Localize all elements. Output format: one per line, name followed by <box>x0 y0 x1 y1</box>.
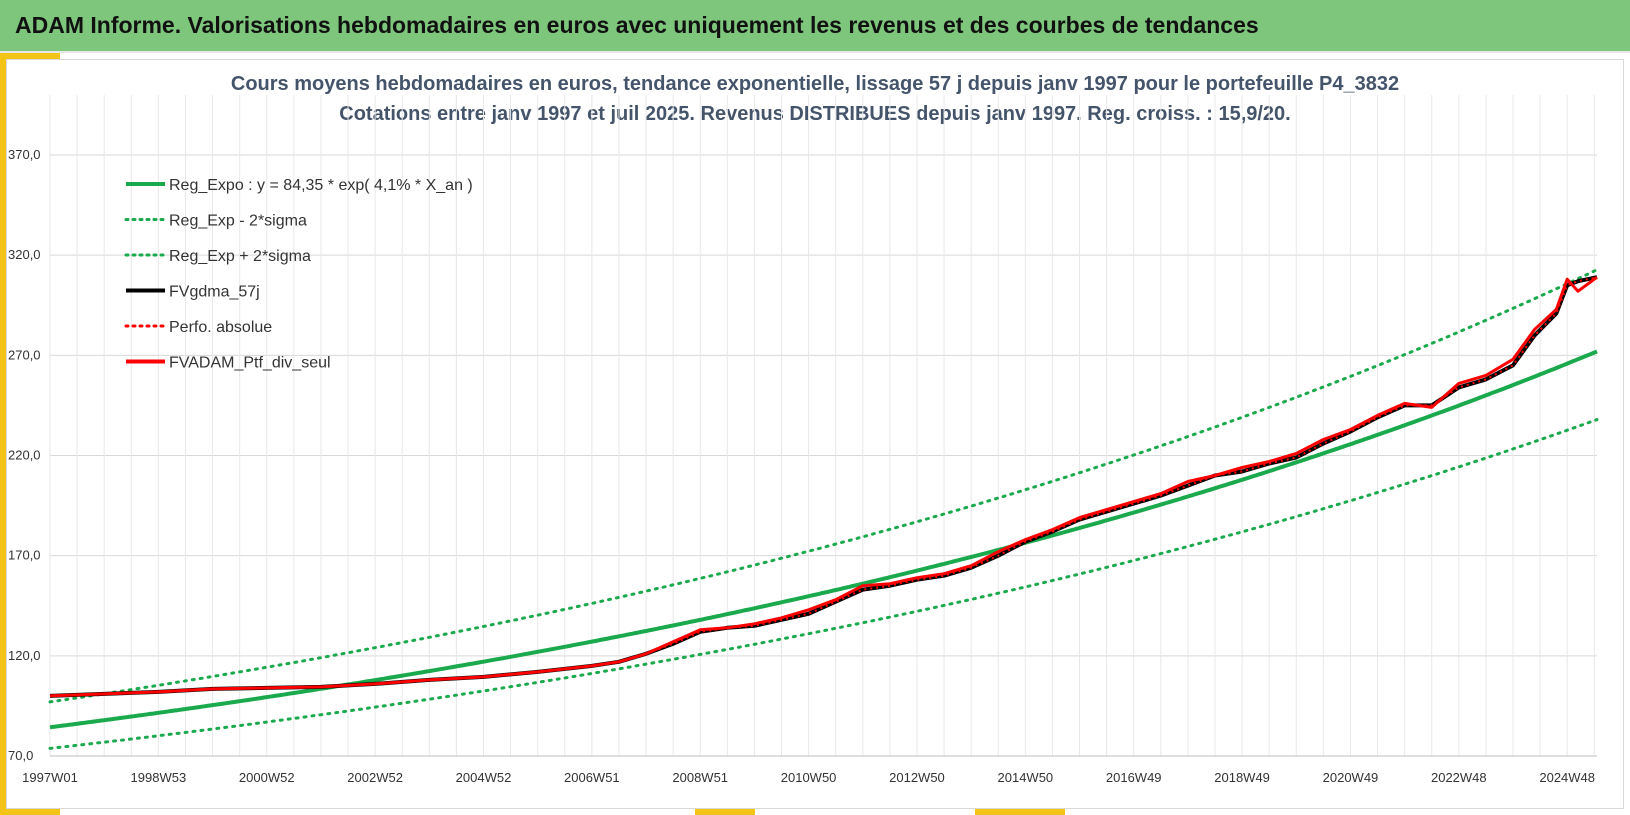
x-tick-label: 1998W53 <box>131 770 187 785</box>
legend-label: Perfo. absolue <box>169 319 272 336</box>
legend-label: Reg_Expo : y = 84,35 * exp( 4,1% * X_an … <box>169 177 473 194</box>
legend-label: Reg_Exp - 2*sigma <box>169 213 307 230</box>
accent-bar-top <box>0 53 60 59</box>
x-tick-label: 2006W51 <box>564 770 620 785</box>
x-tick-label: 2018W49 <box>1214 770 1270 785</box>
accent-bar-bottom-3 <box>975 809 1065 815</box>
y-tick-label: 320,0 <box>8 247 41 262</box>
y-tick-label: 70,0 <box>8 748 33 763</box>
x-axis-ticks: 1997W01 1998W53 2000W52 2002W52 2004W52 2006W… <box>22 770 1595 785</box>
y-tick-label: 170,0 <box>8 548 41 563</box>
x-tick-label: 2012W50 <box>889 770 945 785</box>
y-tick-label: 270,0 <box>8 347 41 362</box>
x-tick-label: 2008W51 <box>672 770 728 785</box>
y-tick-label: 220,0 <box>8 448 41 463</box>
x-tick-label: 2002W52 <box>347 770 403 785</box>
chart-grid <box>49 95 1597 757</box>
legend-label: Reg_Exp + 2*sigma <box>169 248 311 265</box>
x-tick-label: 2000W52 <box>239 770 295 785</box>
accent-bar-left <box>0 53 6 813</box>
x-tick-label: 2004W52 <box>456 770 512 785</box>
x-tick-label: 2020W49 <box>1323 770 1379 785</box>
chart-title-line1: Cours moyens hebdomadaires en euros, ten… <box>230 73 1400 95</box>
chart-frame <box>6 59 1624 809</box>
series-perfo-absolue <box>49 276 1598 697</box>
y-tick-label: 120,0 <box>8 648 41 663</box>
y-axis-ticks: 370,0 320,0 270,0 220,0 170,0 120,0 70,0 <box>8 147 41 763</box>
x-tick-label: 2016W49 <box>1106 770 1162 785</box>
chart-legend: Reg_Expo : y = 84,35 * exp( 4,1% * X_an … <box>124 177 473 372</box>
x-tick-label: 2010W50 <box>781 770 837 785</box>
series-reg-expo <box>49 349 1598 730</box>
x-tick-label: 2024W48 <box>1539 770 1595 785</box>
series-fvadam-ptf-div-seul <box>49 275 1598 698</box>
chart-series <box>48 268 1599 750</box>
series-reg-exp-minus-2sigma <box>48 418 1599 750</box>
accent-bar-bottom-2 <box>695 809 755 815</box>
page-title: ADAM Informe. Valorisations hebdomadaire… <box>15 12 1259 38</box>
y-tick-label: 370,0 <box>8 147 41 162</box>
x-tick-label: 1997W01 <box>22 770 78 785</box>
accent-bar-bottom-1 <box>0 809 60 815</box>
series-reg-exp-plus-2sigma <box>48 268 1599 704</box>
series-fvgdma-57j <box>49 275 1598 698</box>
header-bar: ADAM Informe. Valorisations hebdomadaire… <box>0 0 1630 53</box>
x-tick-label: 2014W50 <box>998 770 1054 785</box>
legend-label: FVADAM_Ptf_div_seul <box>169 355 331 372</box>
x-tick-label: 2022W48 <box>1431 770 1487 785</box>
legend-label: FVgdma_57j <box>169 284 260 301</box>
